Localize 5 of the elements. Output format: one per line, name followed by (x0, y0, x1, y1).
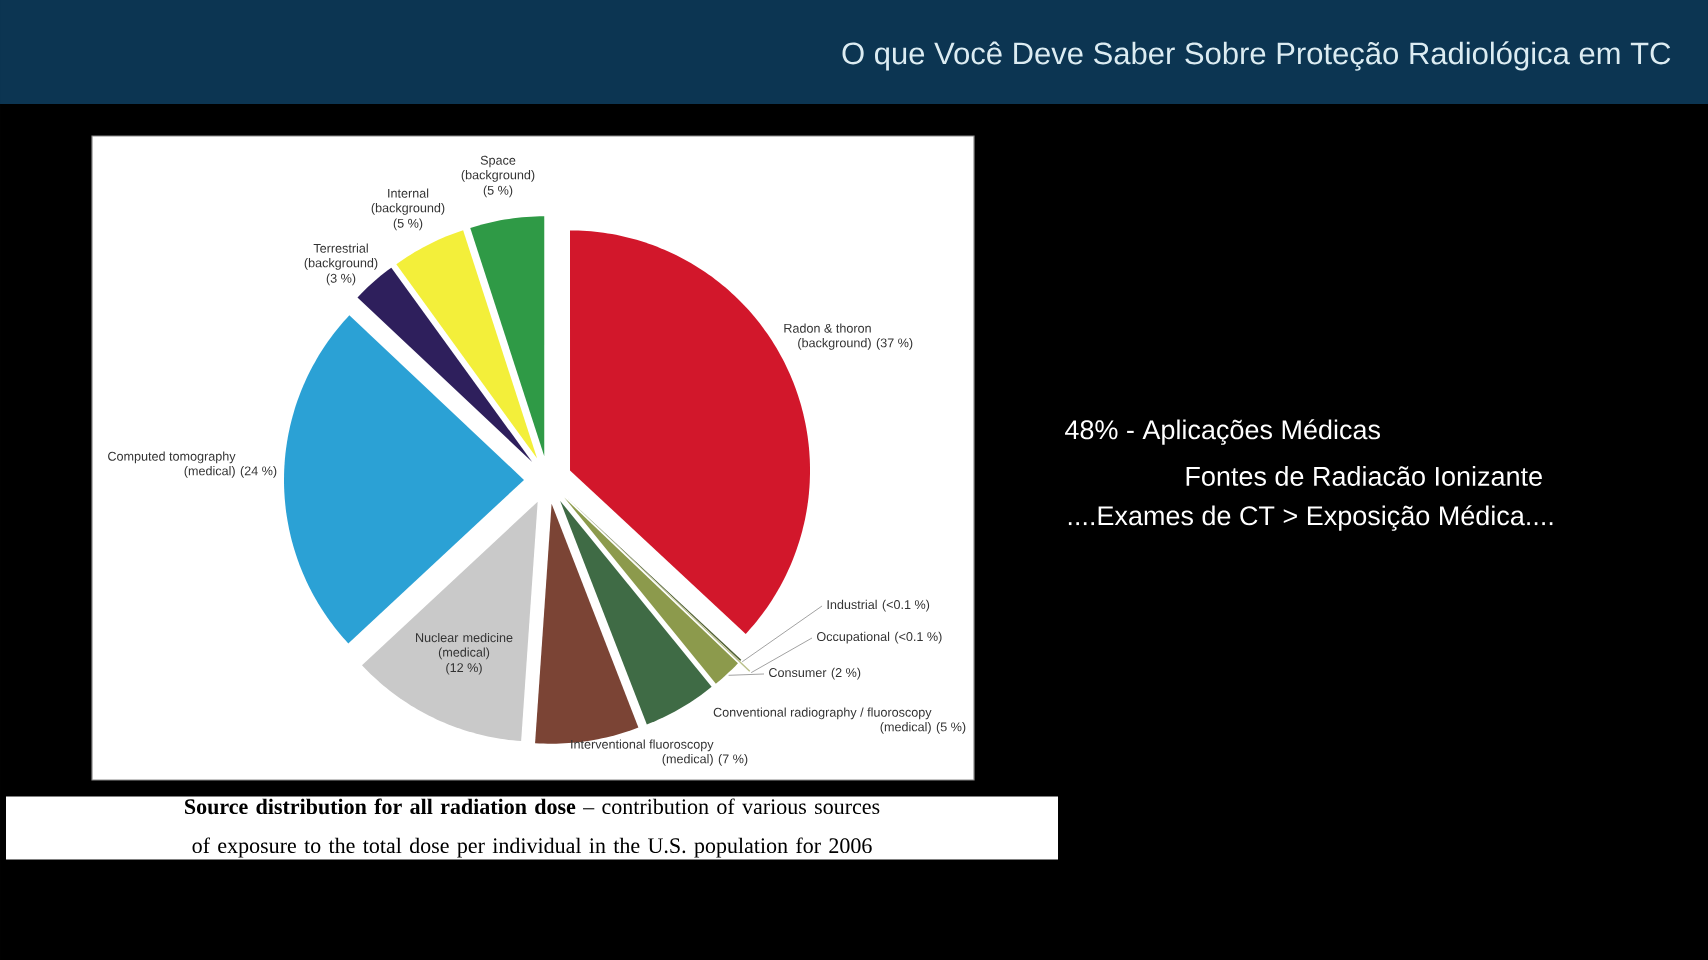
text: Source distribution for all radiation dose – contribution of various sources of exposure to the total dose per individual in the U.S. population for 2006 (185, 798, 880, 858)
text: ....Exames de CT > Exposição Médica.... (1068, 505, 1553, 531)
text: Fontes de Radiacão Ionizante (1186, 466, 1542, 486)
text: 48% - Aplicações Médicas (1065, 419, 1380, 445)
text: O que Você Deve Saber Sobre Proteção Radiológica em TC (842, 41, 1671, 71)
